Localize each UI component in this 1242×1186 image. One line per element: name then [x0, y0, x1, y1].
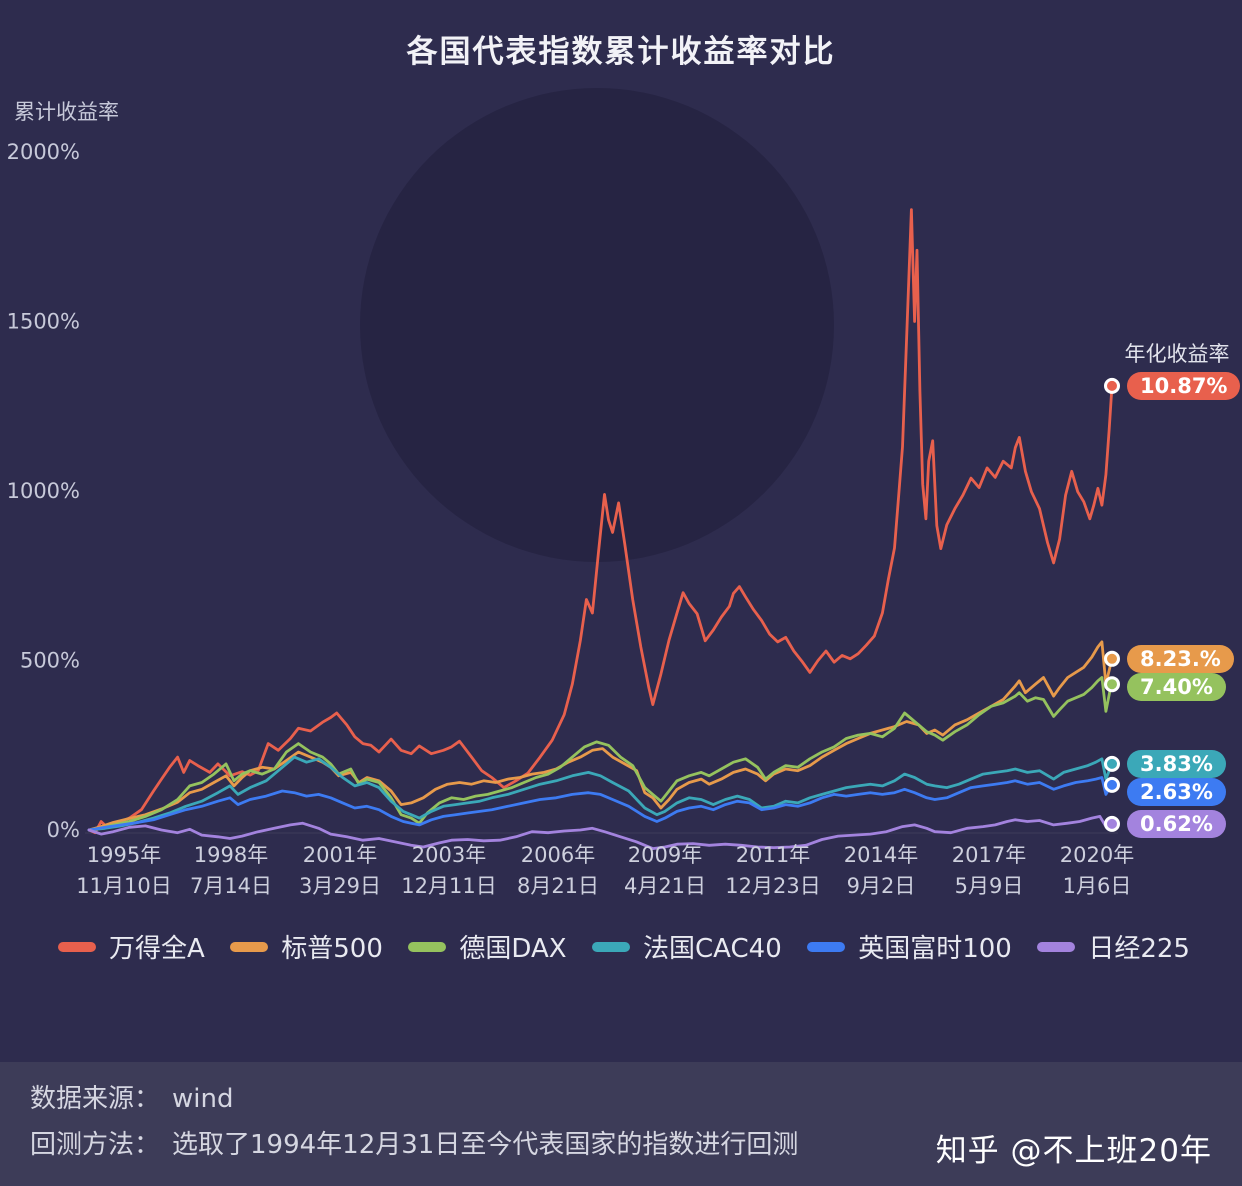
legend-item-dax[interactable]: 德国DAX [408, 928, 567, 965]
legend-label: 德国DAX [459, 934, 567, 964]
x-tick-date: 4月21日 [623, 874, 707, 898]
footer: 数据来源： wind 回测方法： 选取了1994年12月31日至今代表国家的指数进行… [0, 1062, 1242, 1186]
line-chart: 0% 500% 1000% 1500% 2000% [6, 88, 1120, 850]
x-tick: 1998年 7月14日 [171, 840, 291, 902]
series-line-wind-all-a [87, 208, 1114, 835]
x-tick: 2020年 1月6日 [1037, 840, 1157, 902]
x-tick-year: 2017年 [951, 843, 1027, 867]
legend-item-nikkei225[interactable]: 日经225 [1037, 928, 1190, 965]
x-tick-date: 7月14日 [189, 874, 273, 898]
legend-label: 法国CAC40 [643, 934, 782, 964]
annualized-badge-sp500: 8.23.% [1127, 645, 1234, 673]
x-tick: 1995年 11月10日 [64, 840, 184, 902]
x-tick-year: 2014年 [843, 843, 919, 867]
series-endpoint-wind-all-a [1104, 377, 1120, 394]
series-endpoint-nikkei225 [1104, 815, 1120, 832]
x-tick: 2003年 12月11日 [389, 840, 509, 902]
legend-label: 标普500 [281, 934, 383, 964]
annualized-return-label: 年化收益率 [1124, 342, 1230, 366]
series-endpoint-dax [1104, 676, 1120, 693]
page-title: 各国代表指数累计收益率对比 [406, 34, 836, 70]
legend-item-cac40[interactable]: 法国CAC40 [592, 928, 782, 965]
x-tick-date: 8月21日 [516, 874, 600, 898]
x-tick-year: 2011年 [735, 843, 811, 867]
series-endpoint-cac40 [1104, 755, 1120, 772]
backtest-method-line: 回测方法： 选取了1994年12月31日至今代表国家的指数进行回测 [30, 1122, 1214, 1168]
legend-mark-dax [408, 941, 447, 952]
legend-mark-nikkei225 [1037, 941, 1076, 952]
annualized-badge-wind-all-a: 10.87% [1127, 372, 1241, 400]
x-tick: 2006年 8月21日 [498, 840, 618, 902]
x-tick-date: 12月23日 [725, 874, 821, 898]
series-endpoint-ftse100 [1104, 776, 1120, 793]
y-tick-label: 500% [20, 649, 80, 673]
x-tick-year: 1995年 [86, 843, 162, 867]
series-line-cac40 [87, 755, 1114, 832]
x-tick-date: 11月10日 [76, 874, 172, 898]
backtest-method-value: 选取了1994年12月31日至今代表国家的指数进行回测 [172, 1130, 799, 1160]
legend-label: 英国富时100 [858, 934, 1012, 964]
x-tick-year: 2020年 [1059, 843, 1135, 867]
x-tick-date: 3月29日 [298, 874, 382, 898]
y-tick-label: 0% [47, 818, 80, 842]
x-tick: 2017年 5月9日 [929, 840, 1049, 902]
annualized-badge-dax: 7.40% [1127, 673, 1226, 701]
x-tick: 2011年 12月23日 [713, 840, 833, 902]
annualized-badge-cac40: 3.83% [1127, 750, 1226, 778]
annualized-badge-nikkei225: 0.62% [1127, 810, 1226, 838]
x-tick-year: 2003年 [411, 843, 487, 867]
x-tick: 2001年 3月29日 [280, 840, 400, 902]
legend-mark-sp500 [230, 941, 269, 952]
x-tick-year: 2006年 [520, 843, 596, 867]
data-source-line: 数据来源： wind [30, 1076, 1214, 1122]
zhihu-watermark: 知乎 @不上班20年 [935, 1133, 1212, 1169]
series-line-nikkei225 [87, 815, 1114, 850]
x-tick-date: 9月2日 [846, 874, 916, 898]
legend-item-ftse100[interactable]: 英国富时100 [807, 928, 1012, 965]
legend-item-sp500[interactable]: 标普500 [230, 928, 383, 965]
x-tick-year: 1998年 [193, 843, 269, 867]
y-tick-label: 2000% [7, 140, 80, 164]
legend-mark-wind-all-a [58, 941, 96, 952]
x-tick-year: 2001年 [302, 843, 378, 867]
x-tick-date: 1月6日 [1062, 874, 1132, 898]
series-line-dax [87, 676, 1114, 832]
legend-mark-ftse100 [807, 941, 846, 952]
x-tick-date: 5月9日 [954, 874, 1024, 898]
legend-label: 万得全A [109, 934, 205, 964]
x-tick-year: 2009年 [627, 843, 703, 867]
background-watermark-circle [360, 88, 834, 562]
y-tick-label: 1000% [7, 479, 80, 503]
backtest-method-label: 回测方法： [30, 1130, 161, 1160]
x-tick-date: 12月11日 [401, 874, 497, 898]
x-tick: 2009年 4月21日 [605, 840, 725, 902]
legend-mark-cac40 [592, 941, 631, 952]
series-line-ftse100 [87, 776, 1114, 832]
y-axis-label: 累计收益率 [14, 100, 119, 124]
data-source-value: wind [172, 1084, 234, 1114]
data-source-label: 数据来源： [30, 1084, 161, 1114]
x-tick: 2014年 9月2日 [821, 840, 941, 902]
annualized-badge-ftse100: 2.63% [1127, 778, 1226, 806]
legend: 万得全A 标普500 德国DAX 法国CAC40 英国富时100 日经225 [0, 928, 1242, 965]
legend-item-wind-all-a[interactable]: 万得全A [58, 928, 205, 965]
series-endpoint-sp500 [1104, 650, 1120, 667]
y-tick-label: 1500% [7, 310, 80, 334]
legend-label: 日经225 [1088, 934, 1190, 964]
series-line-sp500 [87, 640, 1114, 832]
